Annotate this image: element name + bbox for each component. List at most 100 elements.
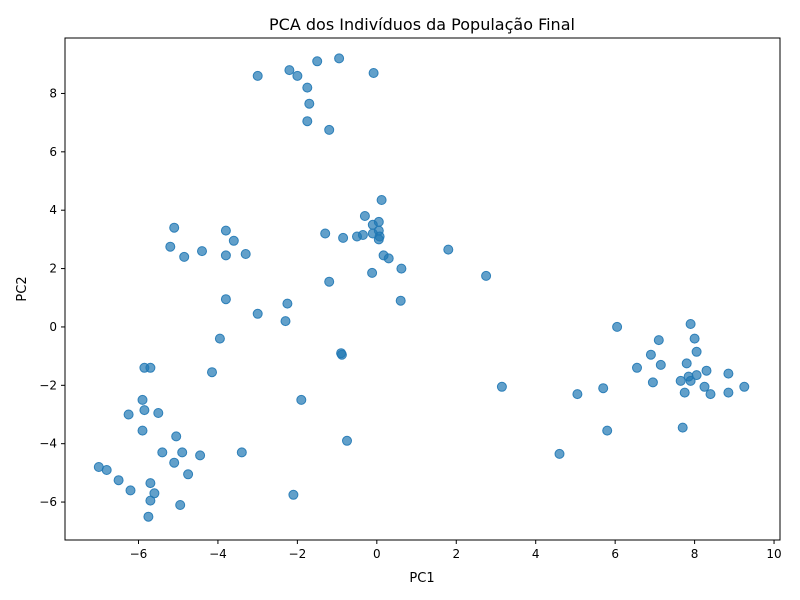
scatter-point <box>352 231 362 242</box>
scatter-point <box>368 68 379 78</box>
x-tick-label: 0 <box>373 547 381 561</box>
scatter-point <box>228 235 239 246</box>
y-tick-label: 2 <box>49 262 57 276</box>
scatter-point <box>383 253 394 264</box>
scatter-point <box>359 211 370 221</box>
scatter-point <box>220 225 231 236</box>
scatter-point <box>137 425 148 436</box>
scatter-point <box>675 375 686 386</box>
scatter-point <box>554 448 565 459</box>
x-tick-label: −6 <box>130 547 148 561</box>
scatter-point <box>324 276 335 287</box>
scatter-point <box>647 377 658 388</box>
scatter-point <box>334 53 345 64</box>
scatter-point <box>689 333 700 344</box>
scatter-point <box>280 316 291 327</box>
scatter-point <box>240 249 251 259</box>
scatter-point <box>739 381 750 392</box>
scatter-point <box>145 362 156 373</box>
scatter-point <box>252 70 263 81</box>
scatter-point <box>373 234 384 245</box>
scatter-point <box>395 295 406 306</box>
scatter-point <box>302 116 313 127</box>
scatter-point <box>288 489 299 500</box>
y-tick-label: −2 <box>39 378 57 392</box>
scatter-point <box>137 394 148 405</box>
scatter-point <box>367 267 378 278</box>
scatter-point <box>125 485 136 496</box>
scatter-point <box>602 425 613 436</box>
scatter-point <box>113 475 124 486</box>
data-points <box>93 53 750 522</box>
scatter-point <box>169 222 180 233</box>
scatter-point <box>681 358 692 369</box>
scatter-point <box>207 367 217 378</box>
x-axis-ticks: −6 −4 −2 0 2 4 6 8 10 <box>130 540 782 561</box>
scatter-point <box>685 375 696 386</box>
y-tick-label: 0 <box>49 320 57 334</box>
scatter-point <box>169 457 180 468</box>
scatter-point <box>179 251 190 262</box>
scatter-point <box>195 450 206 461</box>
y-tick-label: −6 <box>39 495 57 509</box>
scatter-point <box>655 359 666 370</box>
scatter-point <box>171 431 182 442</box>
scatter-point <box>183 469 194 480</box>
scatter-point <box>304 98 315 109</box>
y-axis-ticks: −6 −4 −2 0 2 4 6 8 <box>39 86 65 509</box>
scatter-point <box>336 349 347 360</box>
scatter-point <box>443 244 454 255</box>
scatter-point <box>284 65 295 76</box>
scatter-point <box>282 298 293 309</box>
x-tick-label: 2 <box>452 547 460 561</box>
scatter-point <box>292 70 303 81</box>
scatter-point <box>705 389 716 400</box>
y-tick-label: −4 <box>39 437 57 451</box>
scatter-point <box>302 82 313 93</box>
scatter-point <box>376 195 387 205</box>
scatter-point <box>612 321 623 332</box>
scatter-point <box>145 495 156 506</box>
chart-title: PCA dos Indivíduos da População Final <box>269 15 575 34</box>
scatter-point <box>153 408 164 418</box>
scatter-point <box>157 447 168 458</box>
scatter-point <box>679 387 690 398</box>
plot-area-frame <box>64 37 781 541</box>
scatter-point <box>699 381 710 392</box>
x-tick-label: −2 <box>289 547 307 561</box>
scatter-point <box>165 241 176 252</box>
scatter-point <box>139 405 150 416</box>
scatter-point <box>197 246 207 257</box>
scatter-point <box>101 465 112 475</box>
scatter-point <box>214 333 225 344</box>
y-tick-label: 6 <box>49 145 57 159</box>
scatter-point <box>701 365 712 376</box>
scatter-point <box>572 389 583 400</box>
scatter-point <box>723 387 734 398</box>
y-tick-label: 8 <box>49 86 57 100</box>
x-axis-label: PC1 <box>409 571 434 586</box>
scatter-point <box>220 294 231 305</box>
x-tick-label: −4 <box>209 547 227 561</box>
x-tick-label: 10 <box>766 547 781 561</box>
scatter-point <box>632 362 642 373</box>
x-tick-label: 6 <box>611 547 619 561</box>
scatter-point <box>236 447 247 458</box>
scatter-point <box>324 124 335 135</box>
scatter-point <box>220 250 231 261</box>
x-tick-label: 8 <box>691 547 699 561</box>
scatter-point <box>312 56 323 67</box>
scatter-point <box>723 368 734 379</box>
scatter-point <box>177 447 188 458</box>
scatter-point <box>252 308 263 319</box>
scatter-point <box>175 500 186 510</box>
scatter-point <box>143 511 154 522</box>
scatter-point <box>691 346 702 357</box>
x-tick-label: 4 <box>532 547 540 561</box>
scatter-point <box>645 349 656 360</box>
scatter-point <box>598 383 609 394</box>
scatter-point <box>320 228 331 239</box>
scatter-point <box>342 435 352 446</box>
y-axis-label: PC2 <box>15 276 30 301</box>
